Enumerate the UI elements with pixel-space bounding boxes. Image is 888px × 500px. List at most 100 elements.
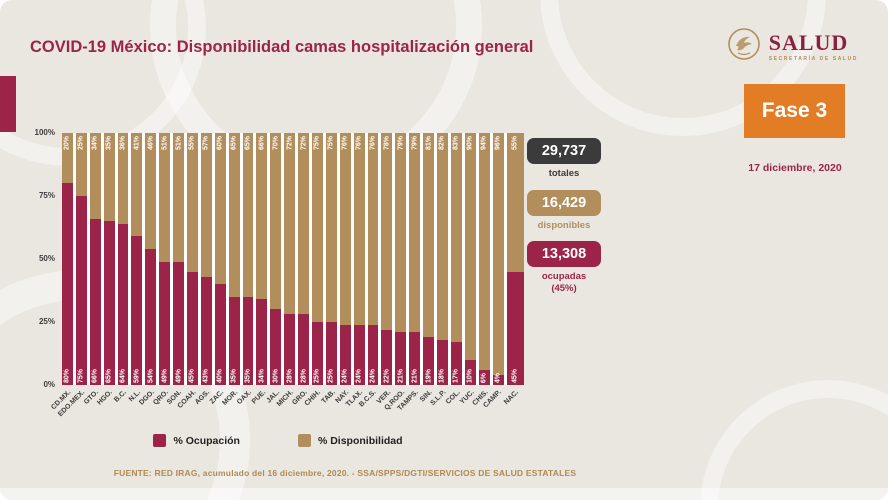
bar-jal: 70% 30% [270,133,282,385]
ocupacion-value-label: 21% [397,368,405,383]
ocupacion-segment: 35% [228,296,240,385]
disponibilidad-value-label: 83% [452,136,460,151]
salud-logo: SALUD SECRETARÍA DE SALUD [726,26,858,67]
disponibilidad-value-label: 72% [286,136,294,151]
x-tick: PUE. [250,385,267,425]
bar-sin: 81% 19% [423,133,435,385]
x-tick: B.C. [113,385,129,425]
ocupacion-segment: 19% [423,337,435,385]
disponibilidad-value-label: 20% [63,136,71,151]
ocupacion-value-label: 24% [355,368,363,383]
ocupacion-segment: 10% [464,359,476,385]
disponibilidad-segment: 94% [478,133,490,370]
stat-disponibles: 16,429 disponibles [522,190,606,231]
page-title: COVID-19 México: Disponibilidad camas ho… [30,38,534,56]
disponibilidad-segment: 76% [353,133,365,325]
disponibilidad-value-label: 76% [355,136,363,151]
legend-label-disponibilidad: % Disponibilidad [317,434,403,447]
stacked-bar-chart: 100% 75% 50% 25% 0% 20% 80% 25% 75% 34% 66% 35% 65%… [28,126,528,426]
disponibilidad-segment: 20% [62,133,73,184]
bar-camp: 96% 4% [492,133,504,385]
disponibilidad-segment: 83% [450,133,462,343]
ocupacion-value-label: 25% [327,368,335,383]
ocupacion-segment: 28% [284,314,296,385]
disponibilidad-segment: 57% [200,133,212,277]
ocupacion-value-label: 4% [494,372,502,383]
bar-qroo: 79% 21% [395,133,407,385]
disponibilidad-value-label: 90% [466,136,474,151]
ocupacion-segment: 49% [173,261,185,385]
disponibilidad-value-label: 94% [480,136,488,151]
stat-ocupadas-label: ocupadas [541,271,587,282]
y-tick-label: 75% [38,191,55,200]
stat-totales-value: 29,737 [527,138,601,164]
x-tick: CHIH. [304,385,323,425]
ocupacion-value-label: 24% [341,368,349,383]
disponibilidad-segment: 75% [325,133,337,322]
disponibilidad-value-label: 51% [161,136,169,151]
bar-dgo: 46% 54% [145,133,157,385]
x-tick: B.C.S. [358,385,379,425]
x-tick: TAMPS. [396,385,420,425]
ocupacion-value-label: 49% [175,368,183,383]
disponibilidad-value-label: 60% [216,136,224,151]
y-tick-label: 0% [43,380,55,389]
ocupacion-segment: 25% [325,322,337,385]
bar-nay: 76% 24% [339,133,351,385]
ocupacion-value-label: 19% [425,368,433,383]
disponibilidad-value-label: 81% [425,136,433,151]
bar-col: 83% 17% [450,133,462,385]
disponibilidad-segment: 65% [242,133,254,297]
ocupacion-segment: 4% [492,372,504,385]
disponibilidad-segment: 46% [145,133,157,249]
disponibilidad-segment: 79% [409,133,421,333]
ocupacion-segment: 25% [312,322,323,385]
ocupacion-segment: 35% [242,296,254,385]
y-axis: 100% 75% 50% 25% 0% [28,126,58,396]
ocupacion-value-label: 25% [313,368,321,383]
bar-cdmx: 20% 80% [62,133,73,385]
bar-tab: 75% 25% [325,133,337,385]
bar-chis: 94% 6% [478,133,490,385]
disponibilidad-segment: 65% [228,133,240,297]
bar-mor: 65% 35% [228,133,240,385]
bar-gro: 72% 28% [298,133,310,385]
logo-name: SALUD [768,29,849,55]
x-tick-label: NAC. [503,389,521,407]
stat-ocupadas: 13,308 ocupadas (45%) [522,241,606,294]
ocupacion-value-label: 21% [411,368,419,383]
x-tick: S.L.P. [429,385,448,425]
y-tick-label: 100% [34,128,55,137]
disponibilidad-segment: 35% [103,133,115,222]
bars-row: 20% 80% 25% 75% 34% 66% 35% 65% 36% 64% 41% 59% 46% 5… [62,133,524,385]
watermark-swirl [700,380,888,500]
ocupacion-value-label: 80% [63,368,71,383]
disponibilidad-swatch-icon [297,434,311,447]
chart-legend: % Ocupación % Disponibilidad [28,434,528,447]
disponibilidad-value-label: 79% [411,136,419,151]
disponibilidad-segment: 55% [506,133,524,272]
ocupacion-segment: 34% [256,299,268,385]
disponibilidad-value-label: 36% [119,136,127,151]
disponibilidad-segment: 36% [117,133,129,224]
disponibilidad-segment: 60% [214,133,226,285]
ocupacion-segment: 30% [270,309,282,385]
ocupacion-value-label: 6% [480,372,488,383]
ocupacion-segment: 54% [145,248,157,385]
ocupacion-segment: 45% [187,271,198,385]
disponibilidad-segment: 81% [423,133,435,338]
bar-ags: 57% 43% [200,133,212,385]
bar-bc: 36% 64% [117,133,129,385]
ocupacion-value-label: 28% [300,368,308,383]
disponibilidad-value-label: 46% [147,136,155,151]
ocupacion-value-label: 45% [511,368,519,383]
disponibilidad-segment: 76% [367,133,379,325]
ocupacion-value-label: 18% [438,368,446,383]
disponibilidad-segment: 72% [298,133,310,315]
xaxis-labels: CD.MX. EDO.MEX. GTO. HGO. B.C. N.L. DGO. QRO. SO… [50,385,524,425]
ocupacion-segment: 66% [89,218,101,385]
x-tick: MOR. [221,385,240,425]
disponibilidad-value-label: 41% [133,136,141,151]
stat-disponibles-value: 16,429 [527,190,601,216]
stat-disponibles-label: disponibles [537,220,591,231]
